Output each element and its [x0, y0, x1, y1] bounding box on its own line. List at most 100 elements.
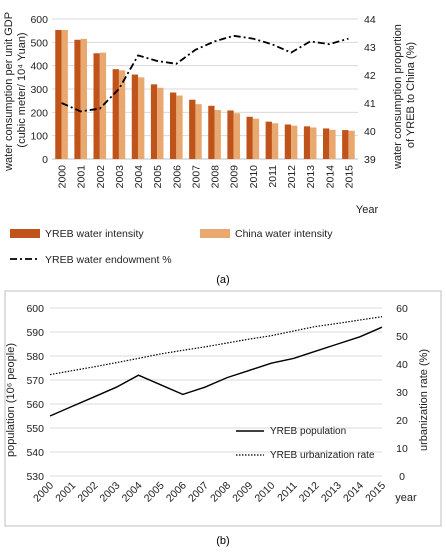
- bar-china-intensity: [99, 52, 107, 159]
- chart-a-x-tick-label: 2004: [133, 165, 145, 189]
- bar-yreb-intensity: [170, 92, 177, 159]
- bar-china-intensity: [195, 104, 202, 159]
- chart-a-x-tick-label: 2013: [305, 165, 317, 189]
- chart-b-left-tick-labels: 530 540 550 560 570 580 590 600: [26, 303, 44, 483]
- chart-b-right-tick-label: 10: [396, 443, 408, 455]
- chart-a-right-tick-label: 39: [364, 154, 376, 166]
- chart-a-left-tick-label: 200: [30, 107, 48, 119]
- chart-b-legend: YREB population YREB urbanization rate: [236, 426, 375, 461]
- legend-label-yreb-intensity: YREB water intensity: [45, 228, 144, 240]
- bar-yreb-intensity: [246, 116, 253, 159]
- chart-b-urbanization-line: [49, 316, 383, 376]
- bar-yreb-intensity: [112, 69, 119, 159]
- chart-a-x-tick-label: 2014: [324, 165, 336, 189]
- chart-b-left-tick-label: 580: [26, 351, 44, 363]
- legend-item-yreb-intensity: YREB water intensity: [10, 228, 144, 240]
- chart-a-right-tick-labels: 39 40 41 42 43 44: [364, 14, 376, 166]
- chart-a-endowment-line: [61, 34, 349, 113]
- chart-a-right-tick-label: 43: [364, 42, 376, 54]
- chart-a-right-tick-label: 44: [364, 14, 376, 26]
- chart-a-left-tick-label: 0: [42, 154, 48, 166]
- legend-label-population: YREB population: [270, 426, 346, 437]
- chart-a-x-tick-label: 2009: [229, 165, 241, 189]
- chart-a-x-tick-label: 2011: [267, 165, 279, 188]
- bar-china-intensity: [118, 70, 126, 159]
- bar-china-intensity: [329, 129, 336, 159]
- chart-b-right-tick-label: 60: [396, 303, 408, 315]
- chart-b-left-tick-label: 560: [26, 399, 44, 411]
- legend-label-endowment: YREB water endowment %: [45, 254, 172, 266]
- chart-a-left-tick-label: 300: [30, 84, 48, 96]
- chart-a-x-tick-label: 2012: [286, 165, 298, 189]
- chart-a-right-tick-label: 40: [364, 126, 376, 138]
- panel-label-a: (a): [216, 274, 229, 286]
- chart-a-xlabel: Year: [356, 204, 379, 216]
- chart-a-right-tick-label: 41: [364, 98, 376, 110]
- chart-a-ylabel-left: water consumption per unit GDP (cubic me…: [3, 9, 28, 172]
- chart-a-x-tick-label: 2007: [190, 165, 202, 189]
- chart-b-left-tick-label: 530: [26, 471, 44, 483]
- bar-yreb-intensity: [265, 121, 272, 159]
- bar-china-intensity: [157, 87, 164, 159]
- chart-a-x-tick-label: 2006: [171, 165, 183, 189]
- legend-swatch-china-intensity: [200, 229, 230, 238]
- legend-swatch-yreb-intensity: [10, 229, 40, 238]
- bar-china-intensity: [252, 118, 260, 159]
- bar-yreb-intensity: [189, 99, 196, 159]
- chart-a-x-tick-label: 2000: [57, 165, 69, 189]
- chart-a-ylabel-right: water consumption proportion of YREB to …: [392, 21, 417, 170]
- bar-yreb-intensity: [55, 29, 62, 159]
- chart-a-legend: YREB water intensity China water intensi…: [10, 228, 333, 266]
- legend-item-population: YREB population: [236, 426, 346, 437]
- chart-a-x-tick-label: 2005: [152, 165, 164, 189]
- chart-a-x-tick-label: 2010: [248, 165, 260, 189]
- bar-yreb-intensity: [208, 105, 215, 159]
- chart-b-gridlines: [50, 307, 382, 477]
- chart-b-population-line: [49, 326, 383, 417]
- bar-china-intensity: [233, 113, 240, 159]
- chart-b-left-tick-label: 540: [26, 447, 44, 459]
- bar-china-intensity: [61, 29, 68, 159]
- bar-china-intensity: [310, 127, 317, 159]
- bar-china-intensity: [80, 38, 87, 160]
- chart-a-x-tick-label: 2001: [76, 165, 88, 189]
- chart-a-left-tick-label: 100: [30, 131, 48, 143]
- bar-yreb-intensity: [342, 130, 349, 159]
- bar-yreb-intensity: [227, 110, 234, 159]
- legend-label-china-intensity: China water intensity: [235, 228, 333, 240]
- legend-item-china-intensity: China water intensity: [200, 228, 333, 240]
- chart-a-right-tick-label: 42: [364, 70, 376, 82]
- chart-a-left-tick-label: 600: [30, 14, 48, 26]
- chart-b-right-tick-label: 20: [396, 415, 408, 427]
- chart-b-right-tick-label: 0: [399, 471, 405, 483]
- chart-a-left-tick-label: 400: [30, 61, 48, 73]
- bar-yreb-intensity: [93, 53, 100, 159]
- bar-yreb-intensity: [131, 74, 139, 159]
- chart-b-ylabel-right: urbanization rate (%): [418, 349, 430, 451]
- bar-yreb-intensity: [303, 126, 311, 159]
- chart-b-right-tick-label: 30: [396, 387, 408, 399]
- chart-b-left-tick-label: 570: [26, 375, 44, 387]
- chart-b-right-tick-label: 50: [396, 331, 408, 343]
- chart-a-x-tick-label: 2008: [210, 165, 222, 189]
- panel-label-b: (b): [216, 535, 229, 547]
- chart-b-frame: [4, 290, 442, 527]
- chart-b-left-tick-label: 550: [26, 423, 44, 435]
- chart-a-x-tick-label: 2015: [343, 165, 355, 189]
- bar-yreb-intensity: [284, 124, 292, 159]
- chart-b-right-tick-labels: 0 10 20 30 40 50 60: [396, 303, 408, 483]
- legend-item-endowment: YREB water endowment %: [10, 254, 172, 266]
- bar-yreb-intensity: [74, 39, 81, 160]
- bar-china-intensity: [291, 125, 298, 159]
- bar-yreb-intensity: [150, 84, 158, 159]
- chart-a-left-tick-labels: 0 100 200 300 400 500 600: [30, 14, 48, 166]
- chart-a-bars: [55, 29, 355, 160]
- bar-china-intensity: [176, 95, 183, 159]
- bar-china-intensity: [138, 77, 145, 159]
- chart-b-left-tick-label: 590: [26, 327, 44, 339]
- chart-a-x-tick-label: 2002: [95, 165, 107, 189]
- legend-label-urbanization: YREB urbanization rate: [270, 450, 375, 461]
- chart-a-x-tick-label: 2003: [114, 165, 126, 189]
